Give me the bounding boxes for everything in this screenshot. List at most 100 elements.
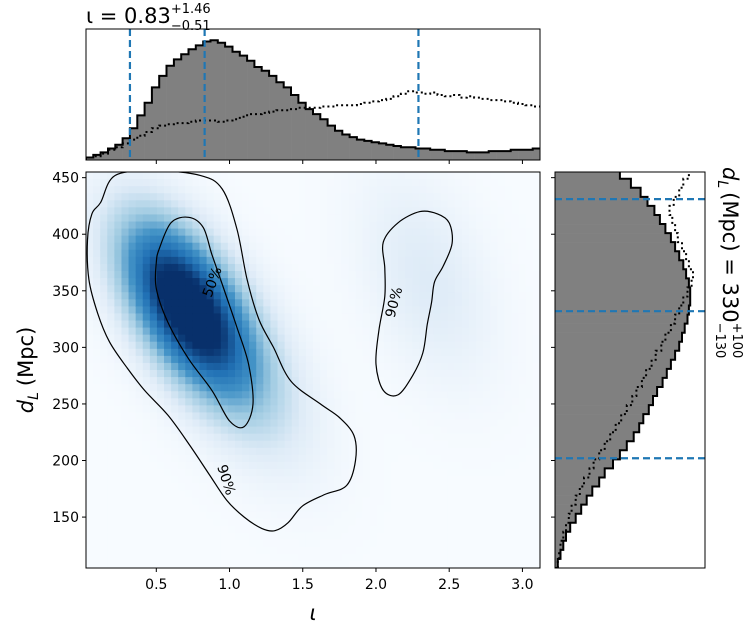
density-cell	[440, 249, 449, 258]
density-cell	[298, 242, 307, 251]
density-cell	[362, 214, 371, 223]
density-cell	[107, 497, 115, 505]
density-cell	[156, 504, 165, 513]
density-cell	[447, 433, 456, 442]
density-cell	[93, 327, 101, 336]
density-cell	[469, 483, 477, 491]
density-cell	[206, 341, 215, 350]
density-cell	[320, 511, 328, 520]
density-cell	[518, 292, 527, 300]
density-cell	[405, 412, 413, 421]
density-cell	[128, 469, 137, 477]
density-cell	[121, 461, 130, 470]
density-cell	[525, 249, 534, 258]
density-cell	[135, 263, 144, 272]
density-cell	[256, 172, 264, 180]
density-cell	[284, 228, 293, 237]
density-cell	[234, 433, 243, 442]
density-cell	[291, 405, 300, 414]
density-cell	[114, 292, 123, 300]
density-cell	[270, 483, 279, 491]
density-cell	[334, 560, 342, 568]
density-cell	[305, 469, 314, 477]
density-cell	[206, 242, 215, 251]
density-cell	[298, 419, 307, 428]
density-cell	[440, 476, 449, 484]
density-cell	[249, 172, 257, 180]
density-cell	[256, 221, 264, 230]
density-cell	[412, 179, 420, 187]
density-cell	[249, 546, 257, 555]
density-cell	[192, 348, 201, 357]
density-cell	[334, 553, 342, 562]
density-cell	[213, 327, 222, 336]
density-cell	[149, 341, 158, 350]
density-cell	[298, 341, 307, 350]
density-cell	[249, 504, 257, 513]
density-cell	[490, 504, 499, 513]
density-cell	[227, 256, 236, 265]
density-cell	[128, 532, 137, 541]
density-cell	[383, 221, 392, 230]
density-cell	[476, 461, 484, 470]
density-cell	[369, 278, 378, 286]
density-cell	[419, 355, 428, 364]
density-cell	[121, 469, 130, 477]
density-cell	[469, 377, 477, 385]
density-cell	[121, 200, 130, 208]
density-cell	[270, 426, 279, 435]
density-cell	[398, 476, 406, 484]
density-cell	[185, 320, 193, 329]
density-cell	[383, 200, 392, 208]
density-cell	[497, 228, 506, 237]
density-cell	[206, 377, 215, 385]
density-cell	[93, 221, 101, 230]
density-cell	[249, 419, 257, 428]
density-cell	[461, 398, 470, 406]
density-cell	[376, 299, 385, 307]
density-cell	[398, 412, 406, 421]
density-cell	[263, 370, 272, 378]
density-cell	[320, 263, 328, 272]
density-cell	[284, 348, 293, 357]
density-cell	[128, 525, 137, 534]
density-cell	[313, 546, 321, 555]
density-cell	[355, 490, 364, 498]
density-cell	[525, 476, 534, 484]
density-cell	[419, 306, 428, 315]
density-cell	[263, 320, 272, 329]
density-cell	[461, 186, 470, 194]
density-cell	[298, 320, 307, 329]
density-cell	[227, 299, 236, 307]
density-cell	[249, 560, 257, 568]
density-cell	[327, 532, 335, 541]
density-cell	[383, 447, 392, 456]
density-cell	[242, 341, 250, 350]
density-cell	[341, 370, 350, 378]
density-cell	[391, 327, 399, 336]
density-cell	[199, 426, 208, 435]
top-hist-bar	[283, 87, 292, 160]
density-cell	[164, 469, 172, 477]
density-cell	[461, 242, 470, 251]
density-cell	[426, 263, 435, 272]
density-cell	[376, 200, 385, 208]
density-cell	[391, 242, 399, 251]
density-cell	[277, 228, 286, 237]
x-tick-label: 3.0	[511, 577, 533, 593]
density-cell	[454, 193, 463, 201]
density-cell	[135, 292, 144, 300]
density-cell	[220, 242, 229, 251]
density-cell	[298, 553, 307, 562]
density-cell	[355, 334, 364, 343]
density-cell	[256, 320, 264, 329]
density-cell	[249, 221, 257, 230]
density-cell	[192, 490, 201, 498]
density-cell	[320, 306, 328, 315]
density-cell	[284, 341, 293, 350]
density-cell	[341, 249, 350, 258]
density-cell	[270, 285, 279, 293]
density-cell	[128, 179, 137, 187]
density-cell	[419, 235, 428, 244]
density-cell	[511, 200, 520, 208]
